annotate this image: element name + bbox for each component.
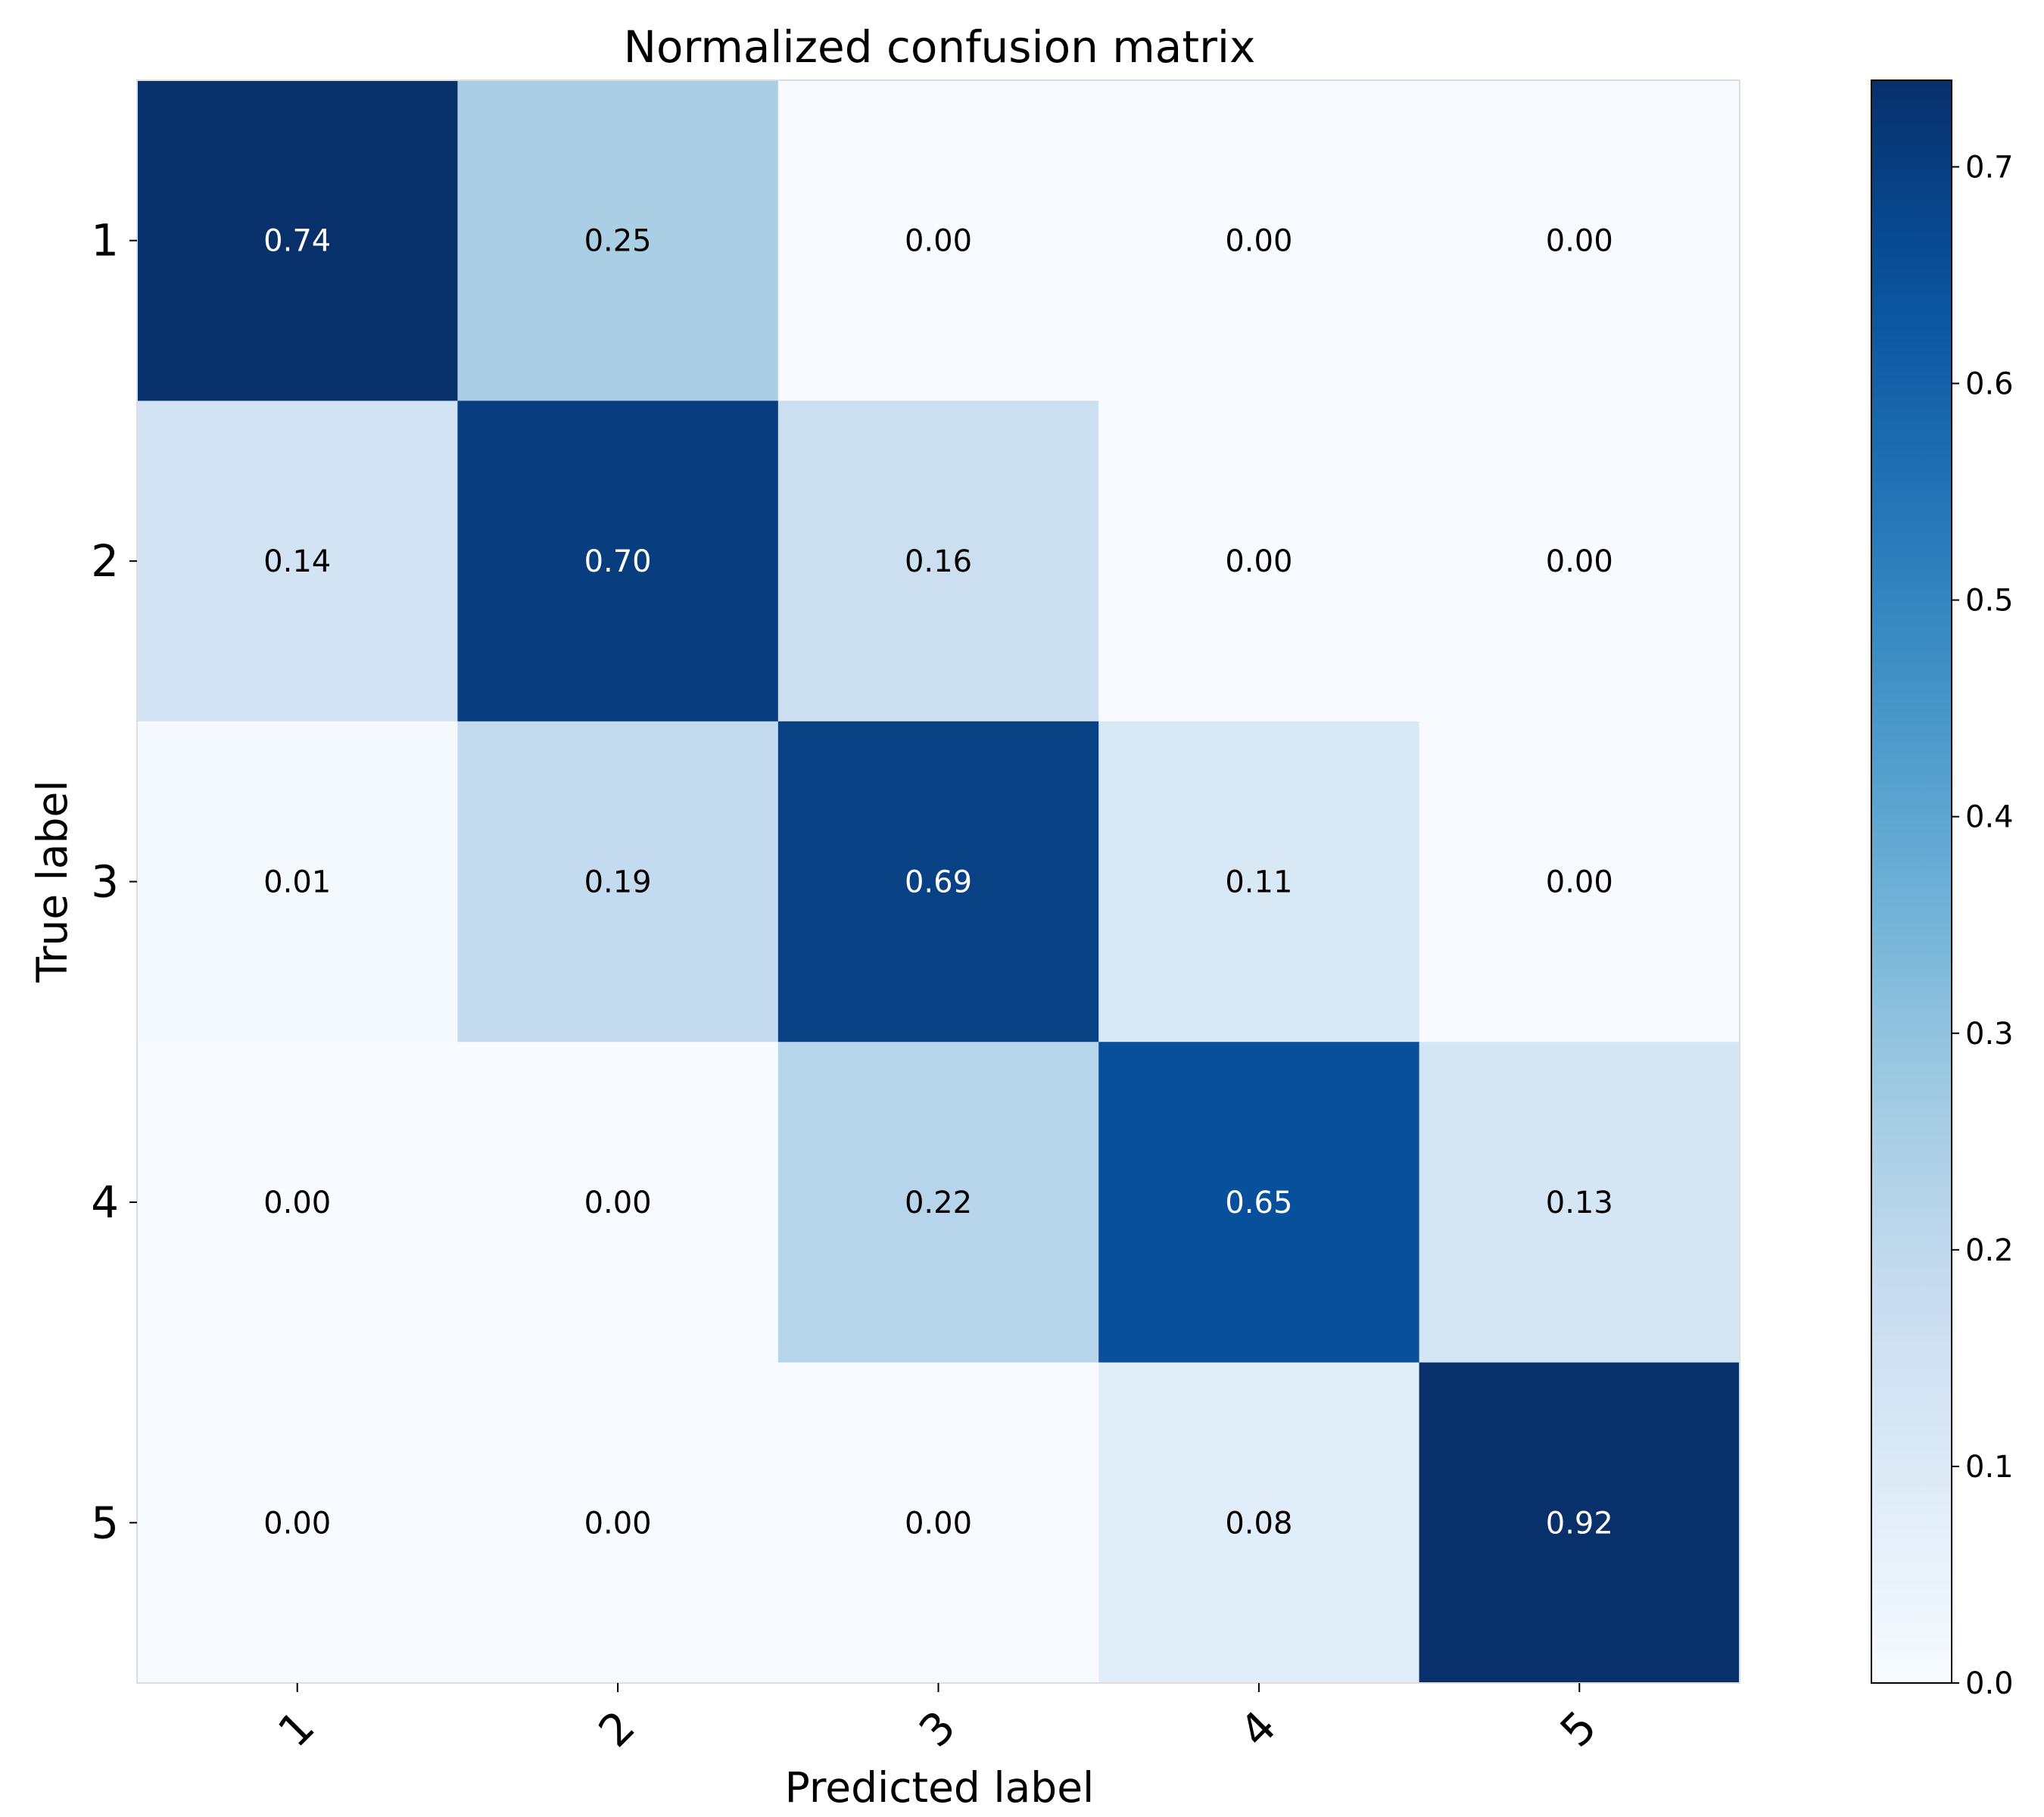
- colorbar: 0.0 0.1 0.2 0.3 0.4 0.5 0.6 0.7: [1871, 79, 2014, 1701]
- colorbar-tick-label-0: 0.0: [1965, 1666, 2014, 1701]
- cell-value-r5-c5: 0.92: [1546, 1506, 1613, 1541]
- cell-value-r1-c1: 0.74: [263, 224, 331, 259]
- heatmap-cell-r1-c5: [1419, 80, 1740, 401]
- colorbar-tick-label-2: 0.2: [1965, 1233, 2014, 1268]
- chart-title: Normalized confusion matrix: [624, 21, 1256, 73]
- heatmap-cell-r5-c4: [1098, 1362, 1420, 1684]
- heatmap-cell-r2-c5: [1419, 400, 1740, 722]
- heatmap-cell-r3-c5: [1419, 721, 1740, 1043]
- colorbar-tick-label-7: 0.7: [1965, 150, 2014, 185]
- heatmap-cell-r4-c5: [1419, 1042, 1740, 1364]
- cell-value-r2-c3: 0.16: [905, 544, 972, 579]
- cell-value-r3-c3: 0.69: [905, 865, 972, 900]
- cell-value-r1-c3: 0.00: [905, 224, 972, 259]
- colorbar-tick-label-4: 0.4: [1965, 800, 2014, 835]
- heatmap-cell-r4-c4: [1098, 1042, 1420, 1364]
- cell-value-r4-c1: 0.00: [263, 1186, 331, 1220]
- heatmap-cell-r1-c4: [1098, 80, 1420, 401]
- heatmap-cell-r1-c3: [777, 80, 1099, 401]
- cell-value-r1-c5: 0.00: [1546, 224, 1613, 259]
- cell-value-r3-c5: 0.00: [1546, 865, 1613, 900]
- heatmap-cell-r4-c3: [777, 1042, 1099, 1364]
- colorbar-tick-label-6: 0.6: [1965, 367, 2014, 402]
- y-tick-label-5: 5: [91, 1497, 119, 1548]
- heatmap-cell-r4-c1: [137, 1042, 458, 1364]
- cell-value-r1-c4: 0.00: [1225, 224, 1292, 259]
- cell-value-r1-c2: 0.25: [584, 224, 652, 259]
- x-tick-label-4: 4: [1229, 1700, 1285, 1756]
- y-tick-label-1: 1: [91, 215, 119, 266]
- cell-value-r3-c4: 0.11: [1225, 865, 1292, 900]
- cell-value-r2-c1: 0.14: [263, 544, 331, 579]
- y-tick-label-4: 4: [91, 1177, 119, 1228]
- heatmap-cell-r2-c4: [1098, 400, 1420, 722]
- heatmap-cell-r3-c4: [1098, 721, 1420, 1043]
- y-tick-label-2: 2: [91, 535, 119, 587]
- heatmap-cell-r5-c2: [457, 1362, 779, 1684]
- cell-value-r3-c1: 0.01: [263, 865, 331, 900]
- y-axis-label: True label: [28, 780, 76, 983]
- colorbar-tick-label-3: 0.3: [1965, 1017, 2014, 1052]
- cell-value-r4-c3: 0.22: [905, 1186, 972, 1220]
- x-tick-label-2: 2: [589, 1700, 645, 1756]
- x-tick-label-1: 1: [268, 1700, 324, 1756]
- colorbar-tick-label-5: 0.5: [1965, 584, 2014, 619]
- cell-value-r2-c2: 0.70: [584, 544, 652, 579]
- cell-value-r4-c2: 0.00: [584, 1186, 652, 1220]
- cell-value-r5-c4: 0.08: [1225, 1506, 1292, 1541]
- cell-value-r5-c2: 0.00: [584, 1506, 652, 1541]
- heatmap-cell-r5-c1: [137, 1362, 458, 1684]
- x-tick-label-5: 5: [1550, 1700, 1606, 1756]
- heatmap-cell-r1-c2: [457, 80, 779, 401]
- x-tick-label-3: 3: [909, 1700, 965, 1756]
- cell-value-r3-c2: 0.19: [584, 865, 652, 900]
- heatmap-cells: 0.74 0.25 0.00 0.00 0.00 0.14 0.70 0.16 0.00 0.00…: [137, 80, 1740, 1684]
- heatmap-cell-r3-c2: [457, 721, 779, 1043]
- cell-value-r4-c4: 0.65: [1225, 1186, 1292, 1220]
- heatmap-cell-r4-c2: [457, 1042, 779, 1364]
- heatmap-cell-r2-c1: [137, 400, 458, 722]
- colorbar-gradient: [1871, 79, 1952, 1684]
- x-axis-label: Predicted label: [785, 1763, 1095, 1812]
- heatmap-cell-r2-c2: [457, 400, 779, 722]
- y-axis-ticks: 1 2 3 4 5: [91, 215, 137, 1548]
- cell-value-r2-c4: 0.00: [1225, 544, 1292, 579]
- colorbar-tick-label-1: 0.1: [1965, 1450, 2014, 1485]
- cell-value-r2-c5: 0.00: [1546, 544, 1613, 579]
- x-axis-ticks: 1 2 3 4 5: [268, 1683, 1606, 1757]
- cell-value-r5-c3: 0.00: [905, 1506, 972, 1541]
- y-tick-label-3: 3: [91, 856, 119, 908]
- heatmap-cell-r2-c3: [777, 400, 1099, 722]
- heatmap-cell-r1-c1: [137, 80, 458, 401]
- heatmap-cell-r3-c1: [137, 721, 458, 1043]
- heatmap-cell-r5-c5: [1419, 1362, 1740, 1684]
- cell-value-r5-c1: 0.00: [263, 1506, 331, 1541]
- heatmap-cell-r5-c3: [777, 1362, 1099, 1684]
- heatmap-cell-r3-c3: [777, 721, 1099, 1043]
- cell-value-r4-c5: 0.13: [1546, 1186, 1613, 1220]
